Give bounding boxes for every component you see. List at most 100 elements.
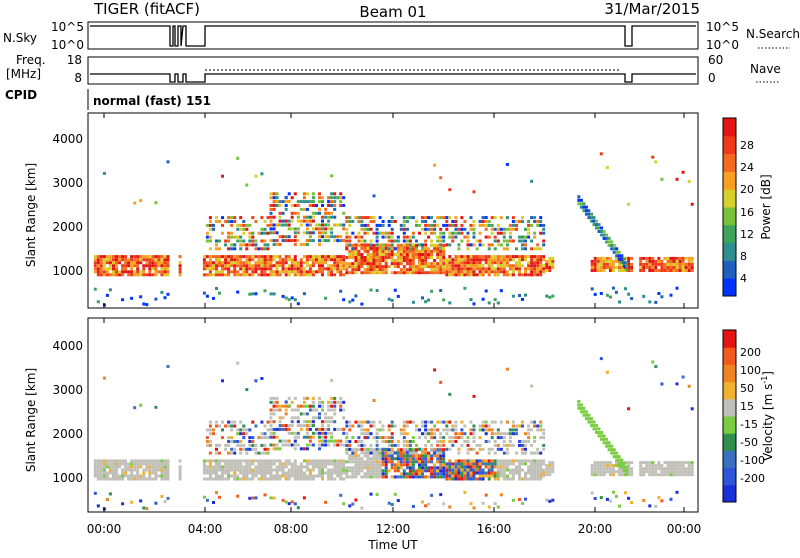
velocity-echo [433,475,437,479]
velocity-echo [296,416,300,420]
power-echo [148,255,152,259]
velocity-echo [539,451,543,455]
power-echo [469,227,473,231]
power-echo [487,255,491,259]
power-echo [478,270,482,274]
power-echo [142,273,146,277]
power-echo [108,258,112,262]
power-echo [421,259,424,262]
velocity-echo [221,420,224,424]
velocity-echo [375,428,379,432]
velocity-echo [402,463,406,467]
velocity-echo [630,467,634,471]
power-echo [415,220,418,223]
velocity-echo [315,462,318,466]
velocity-echo [405,451,409,455]
power-echo [536,255,540,259]
velocity-echo [202,465,206,469]
velocity-echo [521,501,524,505]
velocity-echo [418,475,421,479]
xtick-0000: 00:00 [87,522,122,536]
velocity-echo [336,468,340,472]
power-echo [405,249,409,253]
power-echo [272,192,276,196]
power-echo [600,226,604,230]
power-cb-tick-4: 4 [740,272,747,285]
velocity-echo [221,477,224,481]
power-echo [405,220,409,223]
velocity-echo [378,466,382,470]
power-echo [536,264,540,268]
power-echo [542,243,546,247]
velocity-echo [478,471,482,475]
velocity-echo [351,472,355,476]
velocity-echo [502,477,506,481]
power-echo [675,177,679,181]
power-echo [372,262,376,266]
power-echo [145,255,149,259]
power-echo [427,223,431,227]
power-echo [660,262,664,266]
velocity-echo [96,471,100,475]
power-echo [399,268,403,272]
power-echo [418,265,421,269]
velocity-echo [451,477,455,481]
velocity-echo [336,474,340,478]
power-echo [384,243,388,247]
velocity-echo [221,428,224,432]
power-echo [321,258,324,262]
velocity-echo [496,459,500,463]
velocity-echo [208,420,212,424]
power-echo [136,255,140,259]
power-echo [415,256,418,259]
power-echo [542,264,546,268]
velocity-echo [287,431,291,435]
power-echo [363,271,367,275]
velocity-echo [112,465,115,469]
power-echo [399,227,403,231]
power-echo [208,247,212,251]
power-echo [436,243,440,247]
velocity-colorbar-label-sup: -1 [760,376,769,384]
power-echo [542,255,546,259]
velocity-echo [690,464,694,468]
velocity-echo [239,471,243,475]
velocity-echo [311,465,315,469]
velocity-echo [227,420,231,424]
velocity-echo [433,463,437,467]
velocity-echo [463,465,467,469]
power-echo [472,267,476,271]
velocity-echo [415,428,418,432]
power-echo [357,216,361,220]
velocity-echo [605,464,609,468]
power-echo [166,264,170,268]
power-echo [351,220,355,223]
power-echo [236,227,240,231]
power-echo [302,267,306,271]
velocity-echo [381,472,385,476]
power-echo [221,267,224,271]
velocity-echo [502,443,506,447]
velocity-echo [127,474,131,478]
power-echo [530,179,534,183]
power-echo [157,264,161,268]
power-echo [542,223,546,227]
power-echo [387,253,391,256]
power-echo [202,258,206,262]
power-echo [454,264,458,268]
power-echo [251,264,255,268]
power-echo [481,255,485,259]
velocity-echo [499,468,503,472]
velocity-echo [445,468,449,472]
velocity-echo [490,468,494,472]
velocity-echo [472,440,476,443]
power-echo [166,273,170,277]
velocity-ytick-2000: 2000 [52,427,83,441]
velocity-echo [357,443,361,447]
power-echo [290,261,294,265]
velocity-echo [121,502,125,506]
velocity-echo [360,463,364,467]
velocity-echo [602,467,606,471]
velocity-echo [315,416,318,420]
power-echo [251,267,255,271]
